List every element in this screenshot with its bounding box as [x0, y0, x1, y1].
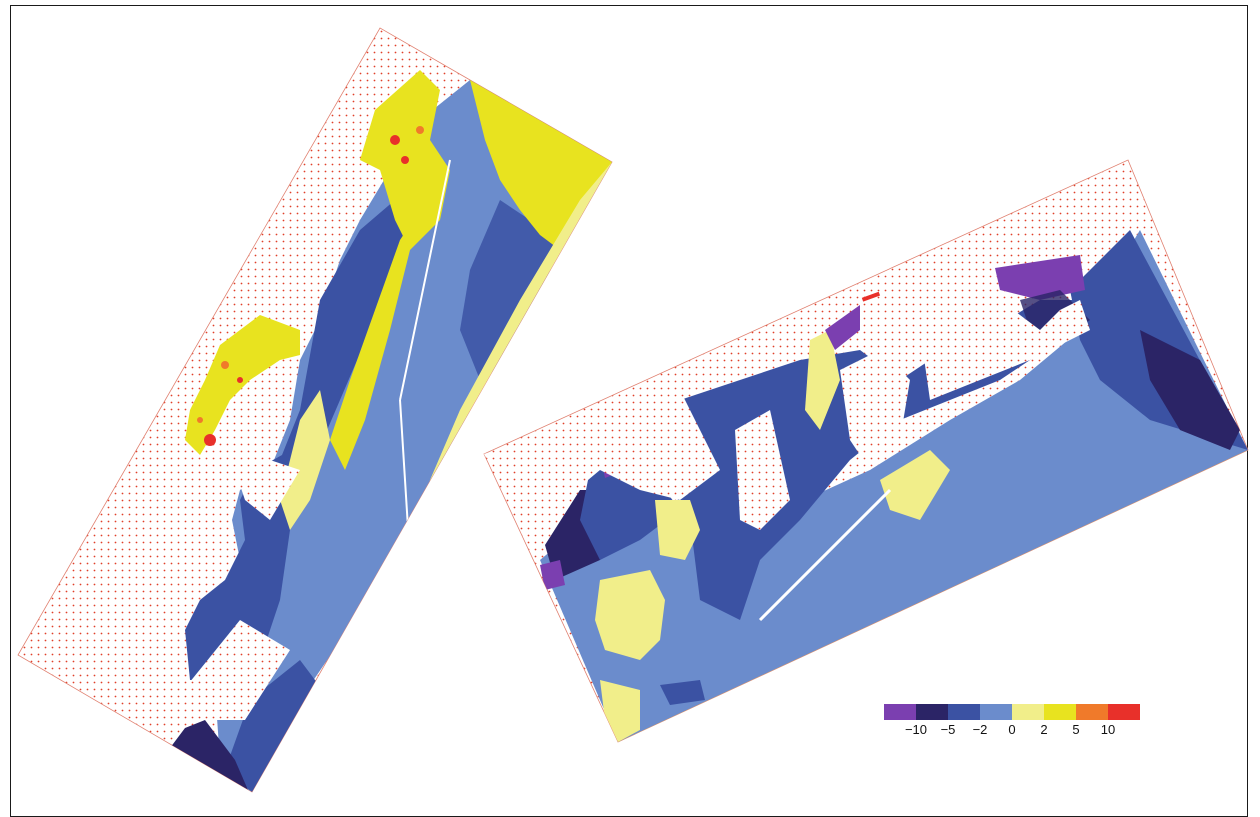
- left-water-blue-3: [225, 660, 330, 792]
- left-land-quay: [235, 455, 300, 520]
- legend-swatch-1: [884, 704, 916, 720]
- color-legend: −10 −5 −2 0 2 5 10: [884, 704, 1140, 737]
- legend-swatches: [884, 704, 1140, 720]
- left-water-blue-2: [460, 200, 560, 380]
- right-yellow-sw: [600, 680, 640, 742]
- legend-label-6: 5: [1072, 722, 1080, 737]
- right-land-pier-1: [484, 390, 720, 520]
- right-purple-sw: [540, 560, 565, 590]
- legend-label-2: −5: [940, 722, 956, 737]
- right-yellow-lagoon: [595, 570, 665, 660]
- right-land-pier-2: [735, 410, 790, 530]
- legend-swatch-5: [1012, 704, 1044, 720]
- legend-swatch-4: [980, 704, 1012, 720]
- right-purple-n: [825, 305, 860, 350]
- right-yellow-mid: [655, 500, 700, 560]
- left-yellow-diag: [330, 210, 420, 470]
- legend-label-4: 0: [1008, 722, 1016, 737]
- left-harbor-basin: [185, 315, 300, 455]
- legend-label-3: −2: [972, 722, 988, 737]
- right-land-pier-4: [920, 300, 1090, 400]
- legend-label-1: −10: [904, 722, 928, 737]
- right-water-deep-east: [1140, 330, 1240, 450]
- right-yellow-east: [880, 450, 950, 520]
- right-land-pier-3: [840, 350, 910, 470]
- legend-label-7: 10: [1100, 722, 1116, 737]
- legend-label-5: 2: [1040, 722, 1048, 737]
- left-map: [17, 27, 613, 793]
- legend-swatch-7: [1076, 704, 1108, 720]
- right-map: [483, 159, 1249, 743]
- right-purple-ne: [995, 255, 1085, 300]
- left-water-deep: [170, 720, 248, 790]
- right-blue-patch-s: [660, 680, 705, 705]
- right-yellow-channel: [805, 330, 840, 430]
- left-land-pier: [185, 620, 290, 720]
- left-yellow-diag2: [280, 390, 330, 530]
- legend-swatch-3: [948, 704, 980, 720]
- legend-labels: −10 −5 −2 0 2 5 10: [884, 722, 1140, 737]
- legend-swatch-2: [916, 704, 948, 720]
- legend-swatch-8: [1108, 704, 1140, 720]
- legend-swatch-6: [1044, 704, 1076, 720]
